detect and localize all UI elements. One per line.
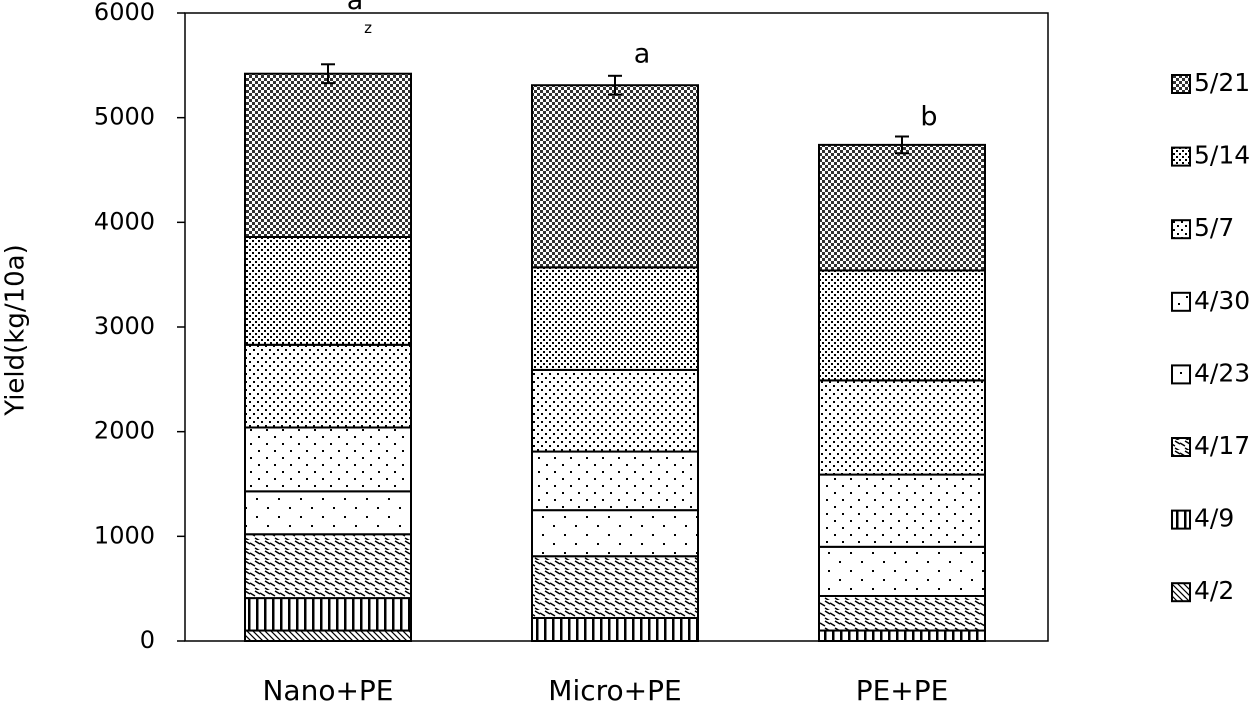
bar-segment (818, 379, 986, 476)
bar-segment (531, 555, 699, 619)
y-tick-label: 3000 (94, 312, 155, 340)
legend-label: 5/7 (1194, 213, 1234, 242)
error-bar (608, 74, 622, 96)
legend-swatch (1171, 146, 1191, 167)
bar-segment (818, 269, 986, 382)
significance-label: a (634, 39, 651, 70)
legend-label: 4/30 (1194, 286, 1250, 315)
legend-swatch (1171, 364, 1191, 385)
legend-label: 4/9 (1194, 504, 1234, 533)
x-tick-label: Micro+PE (548, 674, 681, 705)
bar-segment (818, 629, 986, 642)
bar-segment (244, 235, 412, 346)
legend-label: 5/14 (1194, 141, 1250, 170)
significance-note: z (364, 19, 372, 37)
bar-segment (531, 616, 699, 642)
x-tick-label: Nano+PE (262, 674, 393, 705)
error-bar (895, 135, 909, 155)
bar-segment (244, 597, 412, 632)
legend-label: 4/23 (1194, 358, 1250, 387)
bar-segment (244, 343, 412, 429)
bar-segment (244, 629, 412, 642)
bar-segment (531, 368, 699, 453)
error-bar (321, 63, 335, 85)
significance-label: a (347, 0, 364, 16)
legend-label: 5/21 (1194, 68, 1250, 97)
legend-swatch (1171, 437, 1191, 457)
bar-segment (818, 143, 986, 272)
legend-swatch (1171, 509, 1191, 530)
significance-label: b (920, 101, 937, 132)
bar-segment (531, 266, 699, 371)
bar-segment (531, 450, 699, 512)
y-tick-label: 5000 (94, 103, 155, 131)
y-tick-label: 1000 (94, 521, 155, 549)
bar-segment (818, 473, 986, 548)
bar-segment (818, 545, 986, 597)
legend-label: 4/17 (1194, 431, 1250, 460)
bar-segment (531, 84, 699, 269)
legend-label: 4/2 (1194, 576, 1234, 605)
y-tick-label: 0 (140, 626, 155, 654)
bar-segment (818, 594, 986, 632)
legend-swatch (1171, 74, 1191, 94)
legend-swatch (1171, 219, 1191, 240)
bar-segment (244, 72, 412, 238)
bar-segment (244, 490, 412, 536)
bar-segment (244, 533, 412, 600)
bar-segment (244, 426, 412, 493)
legend-swatch (1171, 291, 1191, 312)
legend-swatch (1171, 582, 1191, 603)
y-tick-label: 4000 (94, 207, 155, 235)
y-tick-label: 2000 (94, 417, 155, 445)
bar-segment (531, 509, 699, 558)
y-axis-title: Yield(kg/10a) (1, 244, 31, 417)
x-tick-label: PE+PE (856, 674, 949, 705)
y-tick-label: 6000 (94, 0, 155, 26)
